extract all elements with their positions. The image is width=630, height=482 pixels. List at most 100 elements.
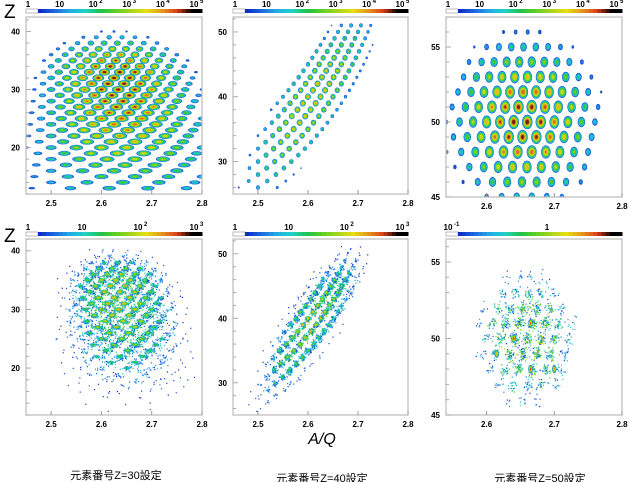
colorbar-tick-exponent: 2 <box>306 0 310 5</box>
isotope-spot <box>191 129 195 131</box>
event-dot <box>86 351 89 353</box>
isotope-spot <box>488 150 491 154</box>
event-dot <box>143 336 145 338</box>
event-dot <box>125 322 127 324</box>
isotope-spot <box>504 105 507 109</box>
x-tick-label: 2.8 <box>402 199 414 208</box>
isotope-spot <box>543 60 546 64</box>
event-dot <box>81 334 84 336</box>
isotope-spot <box>100 338 103 340</box>
event-dot <box>123 385 125 388</box>
event-dot <box>107 362 109 364</box>
event-dot <box>58 328 61 330</box>
event-dot <box>174 371 176 373</box>
isotope-spot <box>340 82 343 85</box>
event-dot <box>134 381 136 383</box>
event-dot <box>99 329 101 331</box>
event-dot <box>147 334 149 336</box>
isotope-spot <box>83 88 87 91</box>
isotope-spot <box>491 180 494 184</box>
y-tick-label: 40 <box>218 93 227 102</box>
colorbar-segment <box>115 9 121 13</box>
event-dot <box>105 363 107 365</box>
event-dot <box>180 359 182 361</box>
event-dot <box>147 377 149 379</box>
event-dot <box>127 362 129 365</box>
event-dot <box>118 336 120 338</box>
event-dot <box>150 348 152 350</box>
event-dot <box>119 334 121 336</box>
isotope-spot <box>108 112 111 114</box>
isotope-spot <box>193 100 197 102</box>
isotope-spot <box>203 140 211 143</box>
isotope-spot <box>531 61 533 63</box>
isotope-spot <box>176 54 178 56</box>
isotope-spot <box>198 175 202 178</box>
event-dot <box>82 335 84 337</box>
event-dot <box>106 337 108 339</box>
event-dot <box>148 325 150 327</box>
isotope-spot <box>270 108 272 111</box>
event-dot <box>129 342 131 344</box>
event-dot <box>162 318 164 321</box>
isotope-spot <box>257 161 259 162</box>
event-dot <box>155 328 157 330</box>
isotope-spot <box>451 105 454 109</box>
event-dot <box>126 323 128 325</box>
colorbar-segment <box>79 9 84 13</box>
isotope-spot <box>147 349 152 352</box>
event-dot <box>164 336 166 339</box>
event-dot <box>112 328 114 330</box>
isotope-spot <box>76 158 82 161</box>
event-dot <box>159 318 161 320</box>
isotope-spot <box>587 91 589 93</box>
event-dot <box>115 373 117 375</box>
event-dot <box>141 333 143 335</box>
event-dot <box>130 360 132 362</box>
event-dot <box>108 347 111 349</box>
event-dot <box>85 326 87 328</box>
event-dot <box>133 352 135 354</box>
event-dot <box>128 362 130 364</box>
event-dot <box>91 316 93 318</box>
event-dot <box>175 325 177 327</box>
event-dot <box>101 343 103 345</box>
isotope-spot <box>328 82 331 85</box>
colorbar-segment <box>371 9 376 13</box>
event-dot <box>122 323 124 326</box>
event-dot <box>177 323 179 325</box>
event-dot <box>92 346 94 348</box>
event-dot <box>141 346 143 348</box>
event-dot <box>137 364 139 366</box>
event-dot <box>164 339 166 341</box>
event-dot <box>102 335 104 337</box>
event-dot <box>133 345 136 348</box>
event-dot <box>92 356 94 358</box>
x-tick-label: 2.5 <box>46 199 58 208</box>
event-dot <box>121 368 123 370</box>
isotope-spot <box>81 77 84 79</box>
event-dot <box>151 334 153 336</box>
event-dot <box>65 331 67 333</box>
colorbar-segment <box>281 9 287 13</box>
isotope-spot <box>28 123 32 126</box>
isotope-spot <box>600 90 603 94</box>
isotope-spot <box>99 146 103 149</box>
event-dot <box>152 340 154 342</box>
event-dot <box>101 324 104 326</box>
event-dot <box>137 342 140 344</box>
event-dot <box>153 383 155 385</box>
plot-frame <box>25 16 203 195</box>
event-dot <box>151 353 153 355</box>
event-dot <box>110 349 112 351</box>
isotope-spot <box>502 30 505 34</box>
isotope-spot <box>552 120 556 124</box>
event-dot <box>174 334 176 336</box>
colorbar-segment <box>54 9 59 13</box>
event-dot <box>138 362 140 365</box>
event-dot <box>137 346 139 348</box>
event-dot <box>152 335 154 337</box>
isotope-spot <box>535 135 538 139</box>
isotope-spot <box>174 169 180 172</box>
